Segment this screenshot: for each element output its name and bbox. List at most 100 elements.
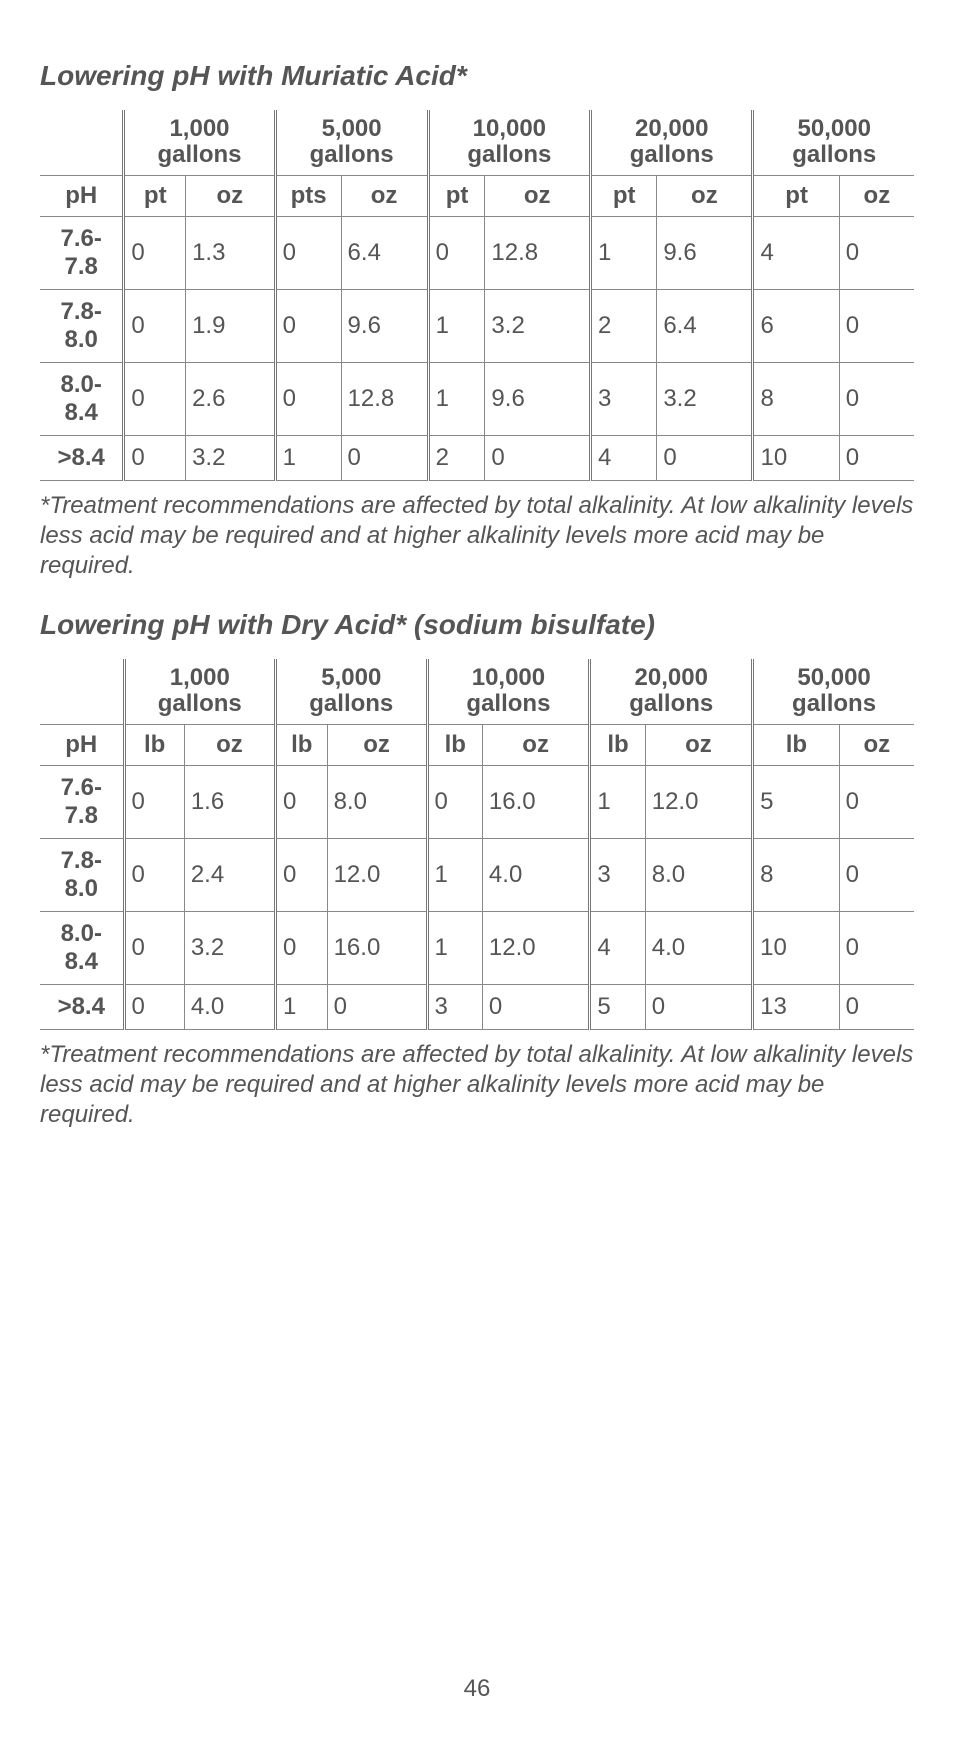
unit-header: oz: [327, 724, 427, 765]
dry-acid-table: 1,000 gallons 5,000 gallons 10,000 gallo…: [40, 659, 914, 1030]
ph-cell: >8.4: [40, 435, 124, 480]
page-number: 46: [0, 1675, 954, 1703]
table-row: >8.404.0103050130: [40, 984, 914, 1029]
gallon-header: 1,000 gallons: [124, 659, 276, 724]
unit-header: oz: [645, 724, 752, 765]
unit-header: pt: [124, 175, 186, 216]
gallon-header: 5,000 gallons: [275, 110, 428, 175]
unit-header: oz: [482, 724, 589, 765]
value-cell: 4.0: [482, 838, 589, 911]
unit-header: oz: [839, 724, 914, 765]
value-cell: 0: [839, 838, 914, 911]
value-cell: 4: [590, 911, 645, 984]
value-cell: 12.0: [482, 911, 589, 984]
ph-cell: 7.8-8.0: [40, 838, 124, 911]
unit-header: lb: [427, 724, 482, 765]
unit-header: oz: [657, 175, 753, 216]
blank-header: [40, 659, 124, 724]
unit-header: oz: [485, 175, 591, 216]
table-row: >8.403.2102040100: [40, 435, 914, 480]
value-cell: 9.6: [657, 216, 753, 289]
value-cell: 16.0: [482, 765, 589, 838]
value-cell: 0: [124, 216, 186, 289]
table-row: 7.6-7.801.608.0016.0112.050: [40, 765, 914, 838]
value-cell: 0: [839, 765, 914, 838]
value-cell: 0: [275, 216, 341, 289]
table1-body: 7.6-7.801.306.4012.819.6407.8-8.001.909.…: [40, 216, 914, 480]
value-cell: 3.2: [184, 911, 275, 984]
value-cell: 2: [591, 289, 657, 362]
value-cell: 8: [753, 362, 839, 435]
ph-header: pH: [40, 175, 124, 216]
value-cell: 0: [428, 216, 485, 289]
ph-cell: 7.8-8.0: [40, 289, 124, 362]
value-cell: 10: [753, 435, 839, 480]
value-cell: 5: [753, 765, 840, 838]
value-cell: 2: [428, 435, 485, 480]
blank-header: [40, 110, 124, 175]
value-cell: 12.0: [645, 765, 752, 838]
value-cell: 1: [427, 838, 482, 911]
value-cell: 0: [124, 289, 186, 362]
value-cell: 0: [839, 362, 914, 435]
value-cell: 1: [428, 289, 485, 362]
value-cell: 1: [275, 435, 341, 480]
value-cell: 0: [276, 765, 328, 838]
value-cell: 0: [341, 435, 428, 480]
table-row: 8.0-8.402.6012.819.633.280: [40, 362, 914, 435]
value-cell: 9.6: [485, 362, 591, 435]
unit-header: lb: [124, 724, 184, 765]
value-cell: 4: [753, 216, 839, 289]
table-row: 8.0-8.403.2016.0112.044.0100: [40, 911, 914, 984]
value-cell: 1.3: [186, 216, 276, 289]
value-cell: 0: [645, 984, 752, 1029]
value-cell: 6: [753, 289, 839, 362]
value-cell: 0: [124, 362, 186, 435]
value-cell: 0: [839, 911, 914, 984]
value-cell: 6.4: [657, 289, 753, 362]
value-cell: 16.0: [327, 911, 427, 984]
value-cell: 2.4: [184, 838, 275, 911]
value-cell: 6.4: [341, 216, 428, 289]
table-row: 7.8-8.001.909.613.226.460: [40, 289, 914, 362]
value-cell: 1: [276, 984, 328, 1029]
ph-cell: 7.6-7.8: [40, 765, 124, 838]
gallon-header: 10,000 gallons: [428, 110, 590, 175]
ph-cell: 7.6-7.8: [40, 216, 124, 289]
value-cell: 0: [124, 435, 186, 480]
value-cell: 1: [428, 362, 485, 435]
value-cell: 0: [276, 838, 328, 911]
value-cell: 0: [839, 289, 914, 362]
value-cell: 0: [124, 765, 184, 838]
value-cell: 3: [591, 362, 657, 435]
gallon-header: 1,000 gallons: [124, 110, 275, 175]
unit-header: oz: [839, 175, 914, 216]
value-cell: 0: [275, 289, 341, 362]
value-cell: 0: [327, 984, 427, 1029]
gallon-header: 50,000 gallons: [753, 110, 914, 175]
value-cell: 5: [590, 984, 645, 1029]
ph-cell: 8.0-8.4: [40, 362, 124, 435]
value-cell: 2.6: [186, 362, 276, 435]
value-cell: 4.0: [184, 984, 275, 1029]
value-cell: 3.2: [657, 362, 753, 435]
section-title-1: Lowering pH with Muriatic Acid*: [40, 60, 914, 92]
value-cell: 1: [427, 911, 482, 984]
value-cell: 12.0: [327, 838, 427, 911]
unit-header: oz: [186, 175, 276, 216]
value-cell: 0: [839, 216, 914, 289]
gallon-header: 5,000 gallons: [276, 659, 428, 724]
value-cell: 0: [124, 911, 184, 984]
value-cell: 13: [753, 984, 840, 1029]
unit-header: pts: [275, 175, 341, 216]
value-cell: 0: [275, 362, 341, 435]
gallon-header: 10,000 gallons: [427, 659, 590, 724]
unit-header: oz: [341, 175, 428, 216]
gallon-header: 50,000 gallons: [753, 659, 914, 724]
value-cell: 0: [427, 765, 482, 838]
value-cell: 0: [124, 838, 184, 911]
value-cell: 4.0: [645, 911, 752, 984]
gallon-header: 20,000 gallons: [590, 659, 753, 724]
table-row: 7.8-8.002.4012.014.038.080: [40, 838, 914, 911]
value-cell: 1: [590, 765, 645, 838]
